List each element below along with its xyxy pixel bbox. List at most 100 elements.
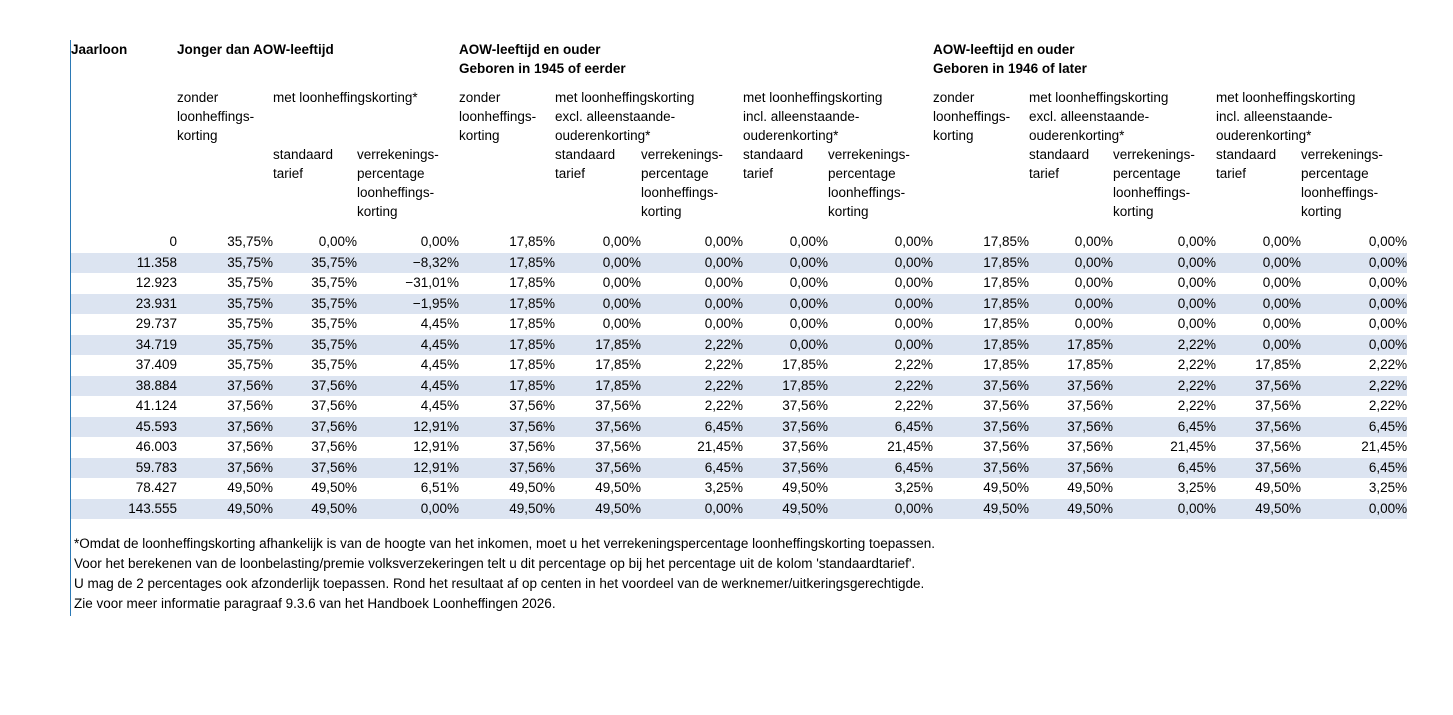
percentage-cell: 0,00% (1177, 316, 1217, 332)
percentage-cell: 37,56% (509, 439, 556, 455)
percentage-cell: 0,00% (602, 316, 642, 332)
footnote-block: *Omdat de loonheffingskorting afhankelij… (71, 519, 1407, 616)
percentage-cell: 49,50% (555, 498, 642, 519)
percentage-cell: 0,00% (1301, 498, 1408, 519)
percentage-cell: 17,85% (933, 252, 1030, 273)
percentage-cell: 0,00% (1074, 234, 1114, 250)
percentage-cell: 0,00% (1368, 275, 1408, 291)
percentage-cell: 0,00% (1113, 498, 1217, 519)
percentage-cell: 3,25% (704, 480, 744, 496)
percentage-cell: 0,00% (1368, 316, 1408, 332)
subheader-met-korting-excl-1946: met loonheffingskorting excl. alleenstaa… (1029, 90, 1169, 143)
percentage-cell: 17,85% (1029, 334, 1114, 355)
percentage-cell: 4,45% (420, 316, 460, 332)
jaarloon-cell: 38.884 (71, 375, 177, 396)
group-header-aow-1945-of-eerder: AOW-leeftijd en ouder Geboren in 1945 of… (459, 42, 626, 76)
percentage-cell: 0,00% (894, 234, 934, 250)
percentage-cell: 49,50% (459, 498, 556, 519)
percentage-cell: 35,75% (273, 334, 357, 355)
subheader-verrekeningspercentage: verrekenings- percentage loonheffings- k… (641, 147, 723, 219)
percentage-cell: 0,00% (704, 275, 744, 291)
percentage-cell: 0,00% (789, 275, 829, 291)
percentage-cell: 3,25% (894, 480, 934, 496)
percentage-cell: 49,50% (227, 480, 273, 496)
percentage-cell: −8,32% (357, 252, 460, 273)
percentage-cell: 17,85% (555, 375, 642, 396)
table-row: 41.124 37,56% 37,56% 4,45% 37,56% 37,56% 2,22%… (71, 396, 1407, 417)
percentage-cell: 17,85% (983, 275, 1030, 291)
percentage-cell: 37,56% (933, 457, 1030, 478)
percentage-cell: 37,56% (933, 416, 1030, 437)
footnote-line: Zie voor meer informatie paragraaf 9.3.6… (74, 596, 556, 611)
percentage-cell: 17,85% (509, 316, 556, 332)
percentage-cell: 37,56% (227, 398, 273, 414)
percentage-cell: 35,75% (227, 357, 273, 373)
percentage-cell: 37,56% (595, 439, 642, 455)
percentage-cell: 6,45% (828, 457, 934, 478)
group-header-jonger-dan-aow: Jonger dan AOW-leeftijd (177, 42, 334, 57)
percentage-cell: 17,85% (595, 357, 642, 373)
percentage-cell: 4,45% (357, 375, 460, 396)
percentage-cell: 3,25% (1368, 480, 1408, 496)
table-row: 59.783 37,56% 37,56% 12,91% 37,56% 37,56% 6,45… (71, 457, 1408, 478)
percentage-cell: 37,56% (459, 416, 556, 437)
percentage-cell: 49,50% (933, 498, 1030, 519)
percentage-cell: 0,00% (1262, 275, 1302, 291)
percentage-cell: 0,00% (789, 234, 829, 250)
percentage-cell: 6,45% (828, 416, 934, 437)
subheader-standaardtarief: standaard tarief (555, 147, 616, 181)
percentage-cell: 0,00% (789, 316, 829, 332)
percentage-cell: 35,75% (177, 334, 273, 355)
percentage-cell: 0,00% (828, 498, 934, 519)
percentage-cell: 49,50% (743, 498, 829, 519)
percentage-cell: 17,85% (933, 334, 1030, 355)
percentage-cell: 49,50% (1216, 498, 1302, 519)
percentage-cell: 4,45% (420, 398, 460, 414)
footnote-line: Voor het berekenen van de loonbelasting/… (74, 556, 916, 571)
percentage-cell: 37,56% (782, 439, 829, 455)
jaarloon-cell: 78.427 (135, 480, 177, 496)
jaarloon-cell: 0 (169, 234, 177, 250)
percentage-cell: 2,22% (828, 375, 934, 396)
jaarloon-cell: 23.931 (71, 293, 177, 314)
table-row: 0 35,75% 0,00% 0,00% 17,85% 0,00% 0,00% 0,00% 0,… (71, 232, 1407, 253)
percentage-cell: 17,85% (459, 252, 556, 273)
jaarloon-cell: 143.555 (71, 498, 177, 519)
table-row: 38.884 37,56% 37,56% 4,45% 17,85% 17,85% 2,22%… (71, 375, 1408, 396)
percentage-cell: 17,85% (743, 375, 829, 396)
percentage-cell: 21,45% (1170, 439, 1217, 455)
percentage-cell: 17,85% (555, 334, 642, 355)
percentage-cell: 0,00% (828, 293, 934, 314)
header-row-tarief: standaard tarief verrekenings- percentag… (71, 145, 1407, 232)
percentage-cell: 0,00% (704, 316, 744, 332)
jaarloon-cell: 46.003 (135, 439, 177, 455)
percentage-cell: 21,45% (1361, 439, 1408, 455)
percentage-cell: 0,00% (641, 252, 744, 273)
percentage-cell: 37,56% (177, 457, 273, 478)
percentage-cell: 0,00% (555, 252, 642, 273)
percentage-cell: 49,50% (273, 498, 357, 519)
percentage-cell: 37,56% (743, 457, 829, 478)
percentage-cell: 21,45% (887, 439, 934, 455)
percentage-cell: 37,56% (311, 439, 357, 455)
percentage-cell: 17,85% (509, 357, 556, 373)
percentage-cell: 0,00% (743, 293, 829, 314)
percentage-cell: 37,56% (227, 439, 273, 455)
percentage-cell: 0,00% (704, 234, 744, 250)
percentage-cell: 0,00% (555, 293, 642, 314)
table-body: 0 35,75% 0,00% 0,00% 17,85% 0,00% 0,00% 0,00% 0,… (71, 232, 1408, 519)
subheader-zonder-korting-1946: zonder loonheffings- korting (933, 90, 1011, 143)
table-row: 78.427 49,50% 49,50% 6,51% 49,50% 49,50% 3,25%… (71, 478, 1407, 499)
footnote-line: U mag de 2 percentages ook afzonderlijk … (74, 576, 925, 591)
percentage-cell: 0,00% (1074, 275, 1114, 291)
percentage-cell: 37,56% (509, 398, 556, 414)
footnote-line: *Omdat de loonheffingskorting afhankelij… (74, 536, 936, 551)
subheader-met-korting-incl-1945: met loonheffingskorting incl. alleenstaa… (743, 90, 883, 143)
subheader-verrekeningspercentage: verrekenings- percentage loonheffings- k… (1301, 147, 1383, 219)
percentage-cell: 37,56% (177, 375, 273, 396)
jaarloon-cell: 45.593 (71, 416, 177, 437)
percentage-cell: 49,50% (595, 480, 642, 496)
table-row: 143.555 49,50% 49,50% 0,00% 49,50% 49,50% 0,00… (71, 498, 1408, 519)
percentage-cell: 17,85% (1067, 357, 1114, 373)
table-row: 34.719 35,75% 35,75% 4,45% 17,85% 17,85% 2,22%… (71, 334, 1408, 355)
